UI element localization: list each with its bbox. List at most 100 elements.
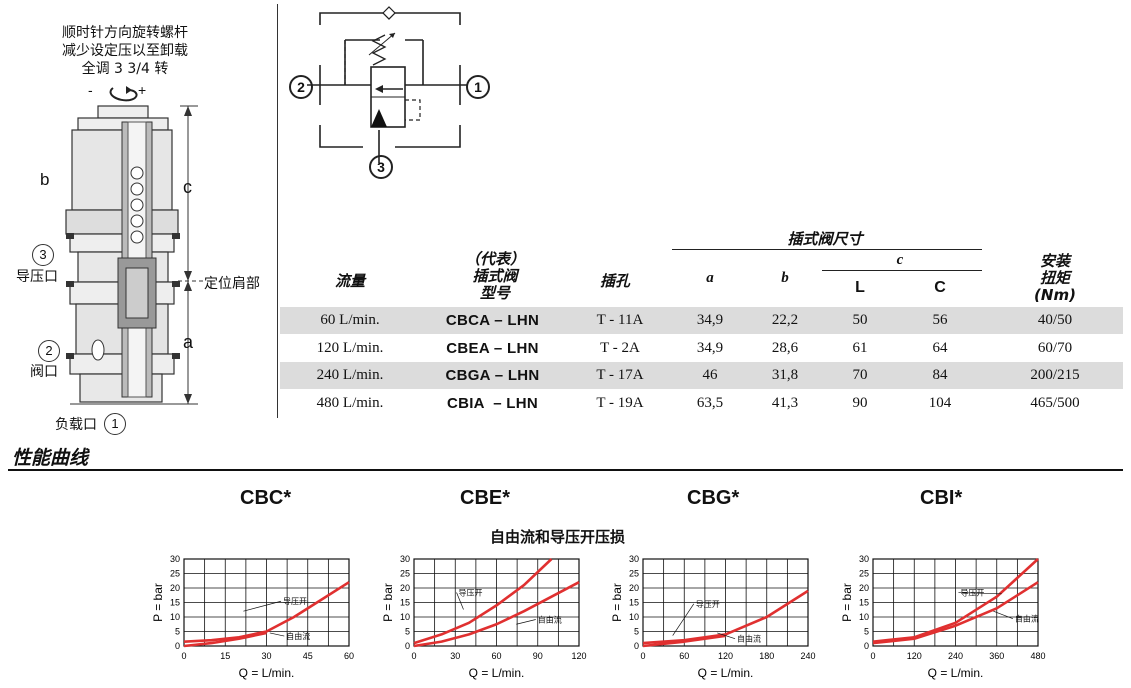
plot-frame — [642, 558, 809, 647]
port1-label: 负载口 — [55, 417, 97, 433]
y-axis-label: P = bar — [610, 583, 624, 622]
x-tick-label: 30 — [450, 651, 460, 661]
y-axis-label: P = bar — [381, 583, 395, 622]
table-header-flow: 流量 — [334, 272, 365, 290]
annotation-label: 自由流 — [1015, 614, 1039, 624]
y-tick-label: 25 — [859, 569, 869, 579]
y-tick-label: 25 — [629, 569, 639, 579]
chart-title-cbi: CBI* — [920, 487, 963, 509]
x-tick-label: 240 — [948, 651, 963, 661]
schematic-port1-marker: 1 — [466, 75, 490, 99]
a-cell: 63,5 — [696, 395, 724, 411]
L-cell: 50 — [852, 312, 868, 328]
model-cell: CBIA – LHN — [446, 395, 539, 412]
x-axis-label: Q = L/min. — [239, 666, 295, 680]
dimension-b-label: b — [40, 170, 50, 189]
x-tick-label: 30 — [261, 651, 271, 661]
b-cell: 22,2 — [771, 312, 799, 328]
y-tick-label: 5 — [634, 627, 639, 637]
y-tick-label: 0 — [864, 641, 869, 651]
a-cell: 46 — [702, 367, 718, 383]
b-cell: 41,3 — [771, 395, 799, 411]
vertical-divider — [277, 4, 278, 418]
series-line-pilot-open — [413, 558, 553, 645]
series-line-pilot-open — [642, 589, 809, 645]
chart-title-cbc: CBC* — [240, 487, 292, 509]
port1-number: 1 — [111, 416, 119, 431]
table-header-c: c — [896, 252, 904, 268]
adjust-instructions: 顺时针方向旋转螺杆 减少设定压以至卸载 全调 3 3/4 转 — [40, 24, 210, 78]
port2-number: 2 — [45, 343, 53, 358]
x-tick-label: 120 — [571, 651, 586, 661]
b-cell: 31,8 — [771, 367, 799, 383]
dimension-a-label: a — [183, 332, 194, 352]
y-tick-label: 10 — [859, 612, 869, 622]
y-tick-label: 15 — [629, 598, 639, 608]
torque-cell: 40/50 — [1037, 312, 1073, 328]
instruction-line-3: 全调 3 3/4 转 — [81, 61, 169, 77]
plot-frame — [413, 558, 580, 647]
table-header-torque: 安装 扭矩 (Nm) — [1015, 253, 1095, 304]
minus-sign: - — [88, 82, 93, 98]
x-tick-label: 0 — [870, 651, 875, 661]
torque-header-line-3: (Nm) — [1034, 286, 1076, 304]
L-cell: 90 — [852, 395, 868, 411]
table-header-C: C — [934, 279, 946, 296]
table-header-a: a — [706, 270, 714, 286]
cavity-cell: T - 11A — [596, 312, 644, 328]
model-cell: CBCA – LHN — [445, 312, 540, 329]
table-header-dims: 插式阀尺寸 — [787, 230, 863, 248]
schematic-port2-number: 2 — [297, 79, 305, 95]
table-row-shade-1 — [280, 307, 1123, 334]
b-cell: 28,6 — [771, 340, 799, 356]
cavity-cell: T - 2A — [600, 340, 640, 356]
cavity-cell: T - 17A — [596, 367, 644, 383]
y-tick-label: 0 — [634, 641, 639, 651]
port2-marker: 2 — [38, 340, 60, 362]
annotation-label: 导压开 — [696, 600, 720, 609]
x-axis-label: Q = L/min. — [698, 666, 754, 680]
torque-cell: 465/500 — [1030, 395, 1080, 411]
model-header-line-2: 插式阀 — [472, 267, 518, 285]
C-cell: 64 — [932, 340, 948, 356]
y-tick-label: 20 — [629, 583, 639, 593]
flow-cell: 60 L/min. — [320, 312, 380, 328]
C-cell: 104 — [928, 395, 952, 411]
y-tick-label: 30 — [400, 554, 410, 564]
annotation-leader — [269, 632, 285, 637]
model-header-line-3: 型号 — [479, 284, 510, 302]
instruction-line-2: 减少设定压以至卸载 — [62, 43, 188, 59]
x-tick-label: 180 — [759, 651, 774, 661]
table-header-b: b — [781, 270, 789, 286]
y-tick-label: 20 — [859, 583, 869, 593]
y-axis-label: P = bar — [840, 583, 854, 622]
x-tick-label: 360 — [989, 651, 1004, 661]
annotation-label: 导压开 — [960, 589, 984, 598]
plot-frame — [872, 558, 1039, 647]
flow-cell: 120 L/min. — [316, 340, 384, 356]
flow-cell: 480 L/min. — [316, 395, 384, 411]
y-tick-label: 5 — [405, 627, 410, 637]
locating-shoulder-label: 定位肩部 — [204, 276, 260, 292]
x-tick-label: 0 — [640, 651, 645, 661]
port3-number: 3 — [39, 247, 47, 262]
c-header-rule — [822, 270, 982, 271]
x-tick-label: 60 — [491, 651, 501, 661]
series-line-free-flow — [413, 581, 580, 648]
L-cell: 70 — [852, 367, 868, 383]
x-axis-label: Q = L/min. — [469, 666, 525, 680]
annotation-leader — [958, 592, 1002, 595]
plot-frame — [183, 558, 350, 647]
table-row-shade-3 — [280, 362, 1123, 389]
annotation-leader — [672, 603, 695, 636]
series-line-free-flow — [642, 634, 726, 648]
port3-marker: 3 — [32, 244, 54, 266]
y-tick-label: 0 — [175, 641, 180, 651]
x-tick-label: 15 — [220, 651, 230, 661]
annotation-leader — [516, 619, 536, 625]
y-tick-label: 15 — [859, 598, 869, 608]
section-rule — [8, 469, 1123, 471]
a-cell: 34,9 — [696, 340, 724, 356]
x-tick-label: 120 — [718, 651, 733, 661]
dimension-c-label: c — [183, 177, 192, 197]
